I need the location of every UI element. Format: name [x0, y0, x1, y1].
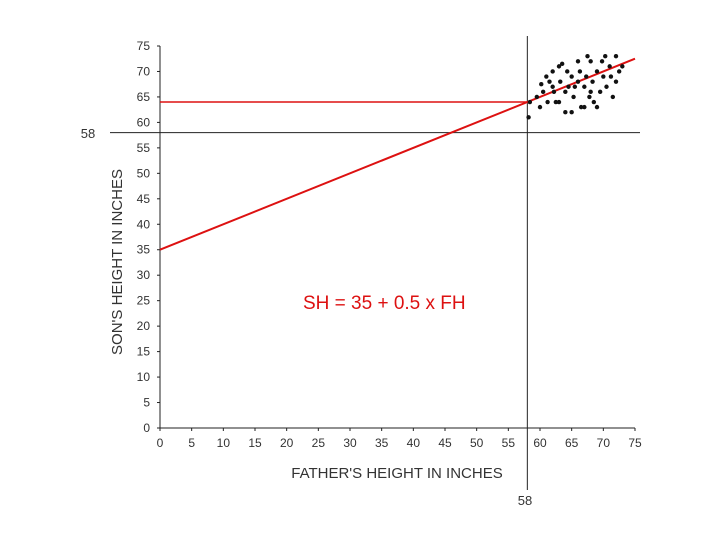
data-point	[599, 59, 605, 64]
data-point	[577, 69, 583, 74]
data-point	[594, 104, 600, 110]
data-point	[603, 53, 608, 59]
data-point	[572, 84, 578, 89]
data-point	[550, 69, 555, 74]
x-tick-labels: 0 5 10 15 20 25 30 35 40 45 50 55 60 65 70 75	[157, 428, 642, 450]
x-tick-label: 30	[343, 436, 357, 450]
data-point	[584, 74, 589, 79]
data-point	[566, 84, 571, 89]
y-tick-label: 0	[143, 421, 150, 435]
x-tick-label: 10	[217, 436, 231, 450]
axes	[159, 46, 635, 429]
x-tick-label: 20	[280, 436, 294, 450]
y-axis-title: SON'S HEIGHT IN INCHES	[109, 169, 126, 355]
data-point	[534, 94, 540, 100]
data-point	[550, 84, 555, 89]
data-point	[575, 79, 581, 84]
x-tick-label: 45	[438, 436, 452, 450]
data-point	[547, 79, 552, 84]
data-point	[544, 74, 549, 79]
y-tick-label: 50	[137, 166, 151, 180]
data-point	[620, 64, 625, 69]
x-tick-label: 15	[248, 436, 262, 450]
data-point	[578, 104, 584, 110]
data-point	[575, 59, 581, 64]
data-point	[607, 64, 612, 69]
y-tick-label: 75	[137, 39, 151, 53]
data-point	[597, 89, 603, 95]
y-tick-labels: 0 5 10 15 20 25 30 35 40 45 50 55 60 65 70 75	[137, 39, 160, 435]
data-point	[613, 79, 619, 84]
y-reference-label: 58	[81, 126, 95, 141]
data-point	[559, 61, 565, 67]
data-point	[563, 89, 568, 95]
y-tick-label: 45	[137, 192, 151, 206]
regression-equation: SH = 35 + 0.5 x FH	[303, 293, 466, 314]
y-tick-label: 15	[137, 345, 151, 359]
x-tick-label: 50	[470, 436, 484, 450]
data-point	[545, 99, 550, 105]
data-point	[556, 64, 562, 69]
x-axis-title: FATHER'S HEIGHT IN INCHES	[291, 465, 503, 482]
data-point	[616, 69, 622, 74]
x-tick-label: 35	[375, 436, 389, 450]
y-tick-label: 65	[137, 90, 151, 104]
data-point	[571, 94, 576, 100]
data-point	[582, 84, 587, 89]
y-tick-label: 60	[137, 115, 151, 129]
data-point	[588, 59, 593, 64]
data-point	[551, 89, 557, 95]
regression	[159, 57, 636, 251]
data-point	[585, 53, 590, 59]
data-point	[569, 110, 574, 115]
data-point	[537, 104, 543, 110]
data-point	[587, 94, 592, 100]
data-point	[594, 69, 600, 74]
y-tick-label: 35	[137, 243, 151, 257]
x-tick-label: 0	[157, 436, 164, 450]
x-tick-label: 55	[502, 436, 516, 450]
data-point	[588, 89, 593, 95]
y-tick-label: 30	[137, 268, 151, 282]
data-point	[553, 99, 559, 105]
data-point	[590, 79, 595, 84]
x-tick-label: 75	[628, 436, 642, 450]
x-tick-label: 60	[533, 436, 547, 450]
data-points	[526, 53, 625, 120]
y-tick-label: 5	[143, 396, 150, 410]
data-point	[613, 53, 619, 59]
data-point	[565, 69, 570, 74]
data-point	[539, 82, 544, 87]
data-point	[569, 74, 574, 79]
data-point	[556, 99, 562, 105]
regression-line	[159, 57, 636, 251]
data-point	[610, 94, 616, 100]
data-point	[540, 89, 546, 95]
y-tick-label: 10	[137, 370, 151, 384]
data-point	[604, 84, 609, 89]
reference-lines	[110, 36, 640, 490]
data-point	[608, 74, 614, 79]
data-point	[582, 104, 587, 110]
y-tick-label: 20	[137, 319, 151, 333]
y-tick-label: 40	[137, 217, 151, 231]
data-point	[591, 99, 597, 105]
y-tick-label: 25	[137, 294, 151, 308]
x-tick-label: 65	[565, 436, 579, 450]
y-tick-label: 55	[137, 141, 151, 155]
x-tick-label: 25	[312, 436, 326, 450]
data-point	[601, 74, 606, 79]
x-tick-label: 70	[597, 436, 611, 450]
data-point	[563, 110, 568, 115]
data-point	[558, 79, 563, 84]
data-point	[527, 99, 533, 105]
x-tick-label: 5	[188, 436, 195, 450]
x-tick-label: 40	[407, 436, 421, 450]
y-tick-label: 70	[137, 64, 151, 78]
data-point	[526, 115, 531, 120]
x-reference-label: 58	[518, 493, 532, 508]
